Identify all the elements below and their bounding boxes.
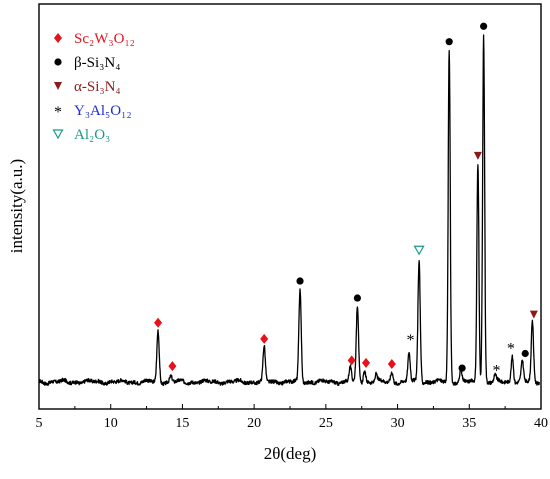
circle-marker bbox=[54, 58, 62, 66]
legend-label: Y₃Al₅O₁₂ bbox=[74, 103, 132, 119]
triangle-down-marker bbox=[529, 310, 538, 319]
triangle-down-marker bbox=[54, 82, 62, 90]
diamond-marker bbox=[168, 361, 177, 372]
diamond-marker bbox=[362, 357, 371, 368]
spectrum bbox=[38, 34, 540, 387]
legend-label: α-Si₃N₄ bbox=[74, 79, 121, 95]
circle-marker bbox=[521, 349, 529, 358]
triangle-down-marker bbox=[473, 151, 482, 160]
asterisk-marker: * bbox=[406, 332, 414, 349]
x-tick-label: 40 bbox=[534, 416, 548, 431]
diamond-marker bbox=[387, 359, 396, 370]
y-axis-label: intensity(a.u.) bbox=[7, 159, 26, 253]
asterisk-marker: * bbox=[493, 363, 501, 380]
diamond-marker bbox=[154, 317, 163, 328]
x-tick-label: 30 bbox=[391, 416, 405, 431]
circle-marker bbox=[480, 22, 488, 30]
x-axis: 5 10 15 20 25 30 35 40 bbox=[36, 404, 548, 431]
legend-label: Sc₂W₃O₁₂ bbox=[74, 31, 135, 47]
circle-marker bbox=[296, 277, 304, 285]
x-axis-label: 2θ(deg) bbox=[264, 444, 317, 463]
x-tick-label: 35 bbox=[462, 416, 476, 431]
xrd-pattern-line bbox=[38, 34, 540, 387]
diamond-marker bbox=[54, 33, 62, 43]
diamond-marker bbox=[260, 333, 269, 344]
circle-marker bbox=[458, 364, 466, 372]
x-tick-label: 15 bbox=[175, 416, 189, 431]
legend-label: β-Si₃N₄ bbox=[74, 55, 120, 71]
triangle-open-marker bbox=[52, 129, 64, 140]
peak-markers: * * * bbox=[154, 22, 538, 380]
x-tick-label: 20 bbox=[247, 416, 261, 431]
triangle-open-marker bbox=[413, 245, 425, 256]
asterisk-marker: * bbox=[54, 104, 62, 121]
legend-label: Al₂O₃ bbox=[74, 127, 110, 143]
asterisk-marker: * bbox=[507, 341, 515, 358]
diamond-marker bbox=[347, 355, 356, 366]
x-tick-label: 25 bbox=[319, 416, 333, 431]
circle-marker bbox=[445, 38, 453, 46]
x-tick-label: 5 bbox=[36, 416, 43, 431]
legend: Sc₂W₃O₁₂ β-Si₃N₄ α-Si₃N₄ * Y₃Al₅O₁₂ Al₂O₃ bbox=[52, 31, 135, 143]
circle-marker bbox=[353, 294, 362, 302]
x-tick-label: 10 bbox=[104, 416, 118, 431]
